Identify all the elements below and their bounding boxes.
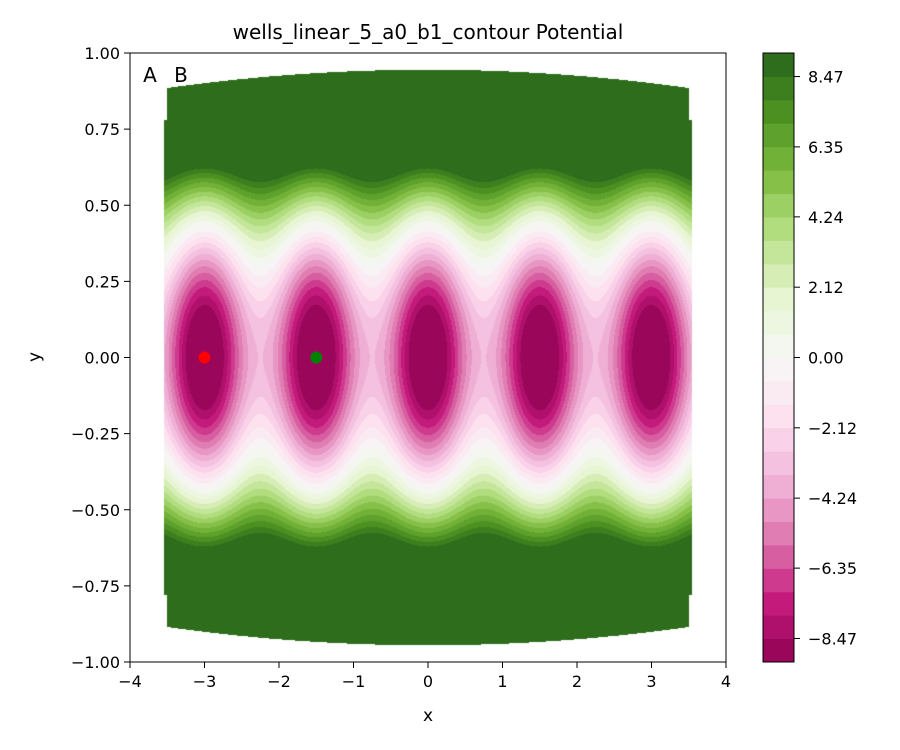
point-marker-b xyxy=(310,351,323,364)
x-tick-label: 1 xyxy=(497,672,507,691)
y-tick-label: −0.50 xyxy=(71,501,120,520)
colorbar-tick-label: −2.12 xyxy=(808,419,857,438)
colorbar-band xyxy=(763,357,794,382)
y-tick-label: −0.75 xyxy=(71,577,120,596)
x-axis-label: x xyxy=(423,706,433,726)
colorbar-band xyxy=(763,53,794,77)
colorbar-band xyxy=(763,240,794,265)
colorbar-band xyxy=(763,380,794,405)
colorbar-band xyxy=(763,591,794,616)
legend-label-a: A xyxy=(143,63,157,87)
point-markers xyxy=(198,351,323,364)
colorbar-band xyxy=(763,568,794,593)
contour-fill xyxy=(130,53,726,662)
colorbar-bands xyxy=(763,53,794,663)
y-tick-label: −1.00 xyxy=(71,653,120,672)
colorbar-tick-label: −6.35 xyxy=(808,559,857,578)
x-tick-label: 3 xyxy=(646,672,656,691)
point-marker-a xyxy=(198,351,211,364)
colorbar-tick-label: 2.12 xyxy=(808,278,844,297)
x-tick-label: −4 xyxy=(118,672,142,691)
colorbar-band xyxy=(763,615,794,640)
colorbar-ticks: 8.47 6.35 4.24 2.12 0.00 −2.12 −4.24 −6.35 −8.47 xyxy=(794,68,857,648)
colorbar-tick-label: −8.47 xyxy=(808,629,857,648)
colorbar-band xyxy=(763,216,794,241)
colorbar-band xyxy=(763,287,794,312)
colorbar-band xyxy=(763,544,794,569)
colorbar-tick-label: 6.35 xyxy=(808,138,844,157)
x-tick-label: 4 xyxy=(721,672,731,691)
colorbar-band xyxy=(763,99,794,124)
colorbar-tick-label: 8.47 xyxy=(808,68,844,87)
colorbar-band xyxy=(763,170,794,195)
y-tick-label: −0.25 xyxy=(71,425,120,444)
colorbar-band xyxy=(763,498,794,522)
x-tick-label: −3 xyxy=(193,672,217,691)
y-tick-label: 1.00 xyxy=(84,44,120,63)
colorbar-band xyxy=(763,451,794,476)
contour-field xyxy=(130,53,726,662)
colorbar-band xyxy=(763,193,794,218)
colorbar-band xyxy=(763,76,794,101)
colorbar-band xyxy=(763,404,794,429)
y-tick-label: 0.50 xyxy=(84,196,120,215)
x-axis-ticks: −4 −3 −2 −1 0 1 2 3 4 xyxy=(118,662,731,691)
colorbar-band xyxy=(763,638,794,663)
colorbar-tick-label: 0.00 xyxy=(808,349,844,368)
colorbar-band xyxy=(763,474,794,499)
plot-area: −4 −3 −2 −1 0 1 2 3 4 1.00 0.75 0.50 0.25 0.00 −0.25 −… xyxy=(71,44,731,691)
y-tick-label: 0.25 xyxy=(84,272,120,291)
colorbar-band xyxy=(763,334,794,358)
legend-label-b: B xyxy=(174,63,188,87)
x-tick-label: −1 xyxy=(342,672,366,691)
colorbar-tick-label: −4.24 xyxy=(808,489,857,508)
colorbar-band xyxy=(763,310,794,335)
y-tick-label: 0.00 xyxy=(84,349,120,368)
colorbar-tick-label: 4.24 xyxy=(808,208,844,227)
colorbar-band xyxy=(763,123,794,148)
y-axis-label: y xyxy=(25,352,45,362)
colorbar-band xyxy=(763,263,794,288)
y-tick-label: 0.75 xyxy=(84,120,120,139)
y-axis-ticks: 1.00 0.75 0.50 0.25 0.00 −0.25 −0.50 −0.75 −1.00 xyxy=(71,44,130,672)
x-tick-label: 0 xyxy=(423,672,433,691)
colorbar: 8.47 6.35 4.24 2.12 0.00 −2.12 −4.24 −6.35 −8.47 xyxy=(762,52,857,663)
colorbar-band xyxy=(763,427,794,452)
x-tick-label: −2 xyxy=(267,672,291,691)
colorbar-band xyxy=(763,521,794,546)
x-tick-label: 2 xyxy=(572,672,582,691)
colorbar-band xyxy=(763,146,794,171)
chart-title: wells_linear_5_a0_b1_contour Potential xyxy=(233,20,624,44)
